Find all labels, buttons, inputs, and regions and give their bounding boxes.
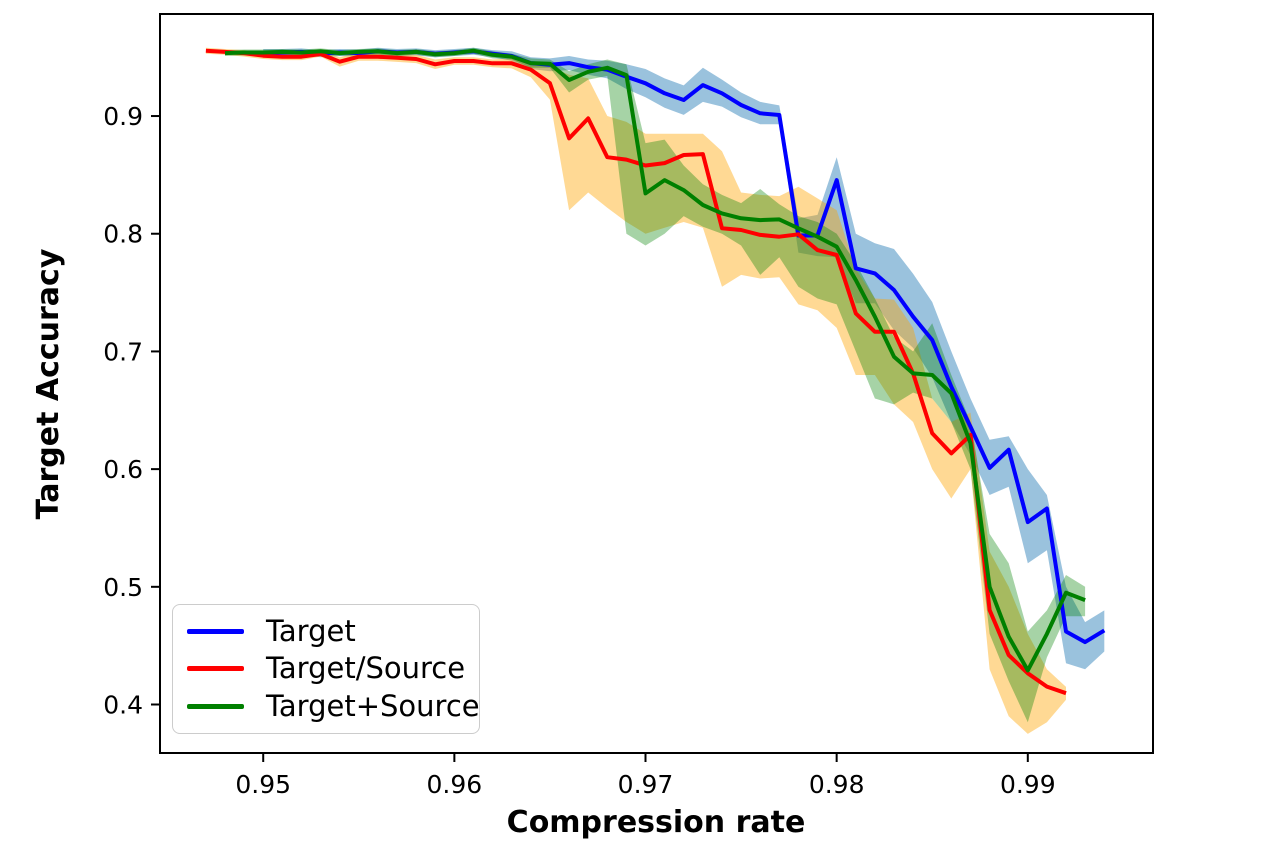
- series-band-target-source: [205, 47, 1066, 734]
- plot-border: [159, 13, 1154, 754]
- series-band-target: [263, 47, 1105, 670]
- legend-swatch-target-plus-source: [187, 703, 244, 709]
- tick-labels: 0.95 0.96 0.97 0.98 0.99 0.4 0.5 0.6 0.7 0.8 0.9: [103, 102, 1055, 799]
- axis-ticks: [151, 115, 1029, 762]
- series-line-target-source: [205, 48, 1067, 696]
- x-tick-label: 0.97: [618, 770, 674, 799]
- x-tick-label: 0.98: [809, 770, 865, 799]
- y-tick-label: 0.7: [103, 337, 143, 366]
- series-lines: [205, 48, 1106, 696]
- legend-item-target-source-ratio: Target/Source: [187, 650, 465, 687]
- y-tick-label: 0.4: [103, 691, 143, 720]
- y-axis-label: Target Accuracy: [31, 248, 66, 519]
- legend-label-target: Target: [266, 614, 356, 649]
- series-line-target-source: [224, 48, 1086, 673]
- legend-item-target-plus-source: Target+Source: [187, 688, 480, 725]
- y-tick-label: 0.5: [103, 573, 143, 602]
- y-tick-label: 0.8: [103, 220, 143, 249]
- legend-label-target-source-ratio: Target/Source: [266, 651, 466, 686]
- legend: Target Target/Source Target+Source: [172, 604, 480, 734]
- x-tick-label: 0.99: [1000, 770, 1056, 799]
- x-tick-label: 0.96: [427, 770, 483, 799]
- legend-label-target-plus-source: Target+Source: [266, 688, 480, 723]
- series-band-target-source: [225, 47, 1086, 723]
- x-tick-label: 0.95: [235, 770, 291, 799]
- legend-swatch-target: [187, 629, 244, 635]
- y-tick-label: 0.6: [103, 455, 143, 484]
- legend-swatch-target-source-ratio: [187, 666, 244, 672]
- y-tick-label: 0.9: [103, 102, 143, 131]
- x-axis-label: Compression rate: [507, 805, 806, 840]
- confidence-bands: [205, 47, 1105, 734]
- legend-item-target: Target: [187, 613, 465, 650]
